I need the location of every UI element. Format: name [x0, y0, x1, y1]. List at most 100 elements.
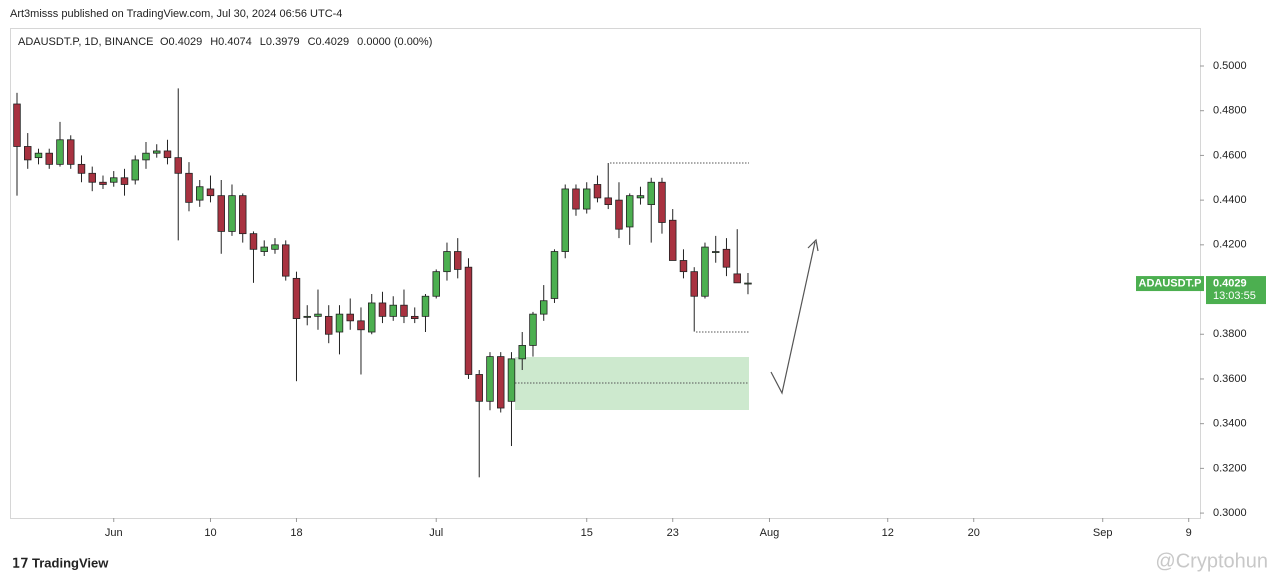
candle-body: [625, 195, 634, 228]
candle-body: [163, 150, 172, 159]
ohlc-value: 0.0000 (0.00%): [357, 36, 432, 48]
y-tick-label: 0.3200: [1213, 462, 1247, 474]
x-tick-label: 23: [667, 527, 679, 539]
ohlc-value: O0.4029: [160, 36, 202, 48]
candle-body: [142, 152, 150, 161]
candle-body: [744, 282, 752, 285]
candle-body: [367, 302, 376, 333]
candle-body: [346, 313, 354, 322]
candle-body: [335, 313, 344, 333]
axes: 0.30000.32000.34000.36000.38000.40000.42…: [105, 60, 1266, 539]
watermark: @Cryptohun: [1155, 550, 1268, 572]
x-tick-label: 18: [290, 527, 302, 539]
x-tick-label: 15: [581, 527, 593, 539]
candle-body: [378, 302, 387, 317]
footer-icon: 𝟣𝟩: [12, 555, 29, 570]
candle-body: [733, 273, 741, 284]
candle-body: [389, 304, 397, 317]
candle-body: [507, 358, 516, 402]
y-tick-label: 0.4200: [1213, 239, 1247, 251]
candle-body: [539, 300, 548, 315]
candle-body: [615, 199, 623, 230]
candle-body: [711, 251, 720, 253]
candles: [13, 88, 752, 478]
header: Art3misss published on TradingView.com, …: [10, 8, 342, 20]
x-tick-label: Jun: [105, 527, 123, 539]
price-tag-symbol: ADAUSDT.P: [1139, 277, 1202, 289]
candle-body: [593, 184, 602, 199]
candle-body: [77, 163, 86, 174]
candle-body: [314, 313, 322, 317]
x-tick-label: Sep: [1093, 527, 1113, 539]
candle-body: [357, 320, 365, 331]
candle-body: [120, 177, 129, 185]
candle-body: [701, 246, 709, 297]
y-tick-label: 0.5000: [1213, 60, 1247, 72]
x-tick-label: 10: [204, 527, 216, 539]
ohlc-legend: O0.4029 H0.4074 L0.3979 C0.4029 0.0000 (0.00…: [160, 36, 432, 48]
y-tick-label: 0.4800: [1213, 105, 1247, 117]
candle-body: [636, 195, 645, 199]
candle-body: [572, 188, 580, 210]
candle-body: [174, 157, 182, 174]
candle-body: [432, 271, 440, 297]
y-tick-label: 0.3600: [1213, 373, 1247, 385]
candle-body: [260, 246, 268, 252]
footer-logo: TradingView: [32, 555, 109, 570]
plot-frame: [10, 28, 1201, 519]
ohlc-value: H0.4074: [210, 36, 252, 48]
price-tag-symbol-bg: [1136, 276, 1204, 292]
x-tick-label: Aug: [760, 527, 780, 539]
candle-body: [249, 233, 258, 250]
candle-body: [550, 251, 559, 299]
x-tick-label: Jul: [429, 527, 443, 539]
arrow-head: [807, 238, 819, 252]
y-tick-label: 0.3400: [1213, 418, 1247, 430]
projection-arrow: [770, 241, 816, 395]
candle-body: [582, 188, 591, 210]
candle-body: [292, 277, 301, 320]
candle-body: [303, 315, 311, 318]
candle-body: [228, 195, 236, 232]
candle-body: [131, 159, 139, 181]
candle-body: [690, 271, 698, 297]
candle-body: [400, 304, 408, 317]
candle-body: [561, 188, 569, 252]
candle-body: [24, 146, 32, 161]
candle-body: [658, 181, 666, 223]
price-tag: [1206, 276, 1266, 305]
y-tick-label: 0.4600: [1213, 149, 1247, 161]
candle-body: [529, 313, 537, 346]
candle-body: [443, 251, 451, 273]
y-tick-label: 0.3000: [1213, 507, 1247, 519]
candle-body: [67, 139, 75, 165]
candle-body: [281, 244, 290, 277]
candle-body: [668, 219, 677, 261]
candle-body: [647, 181, 655, 205]
candle-body: [45, 152, 53, 165]
candle-body: [196, 186, 204, 201]
y-tick-label: 0.3800: [1213, 328, 1247, 340]
candle-body: [88, 172, 96, 183]
candle-body: [271, 244, 279, 250]
candle-body: [217, 195, 225, 232]
x-tick-label: 9: [1186, 527, 1192, 539]
candle-body: [486, 356, 494, 402]
candle-body: [56, 139, 64, 165]
ohlc-value: C0.4029: [308, 36, 350, 48]
candle-body: [464, 266, 473, 375]
ohlc-value: L0.3979: [260, 36, 300, 48]
candle-body: [410, 315, 419, 320]
candle-body: [453, 251, 462, 270]
candle-body: [421, 295, 430, 317]
candle-body: [604, 197, 612, 205]
candle-body: [679, 260, 688, 273]
candle-body: [475, 374, 483, 402]
symbol: ADAUSDT.P, 1D, BINANCE: [18, 36, 154, 48]
candle-body: [722, 248, 731, 268]
candle-body: [99, 181, 107, 185]
candle-body: [34, 152, 43, 159]
x-tick-label: 20: [968, 527, 980, 539]
